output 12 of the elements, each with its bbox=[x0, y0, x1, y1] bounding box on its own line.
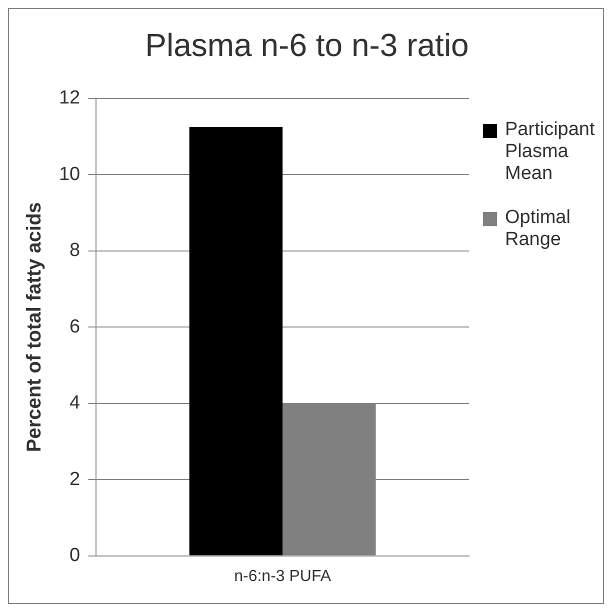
y-tick-label: 4 bbox=[70, 392, 81, 414]
y-tick-label: 0 bbox=[70, 545, 80, 566]
chart-title: Plasma n-6 to n-3 ratio bbox=[144, 27, 470, 64]
y-axis-title: Percent of total fatty acids bbox=[24, 202, 46, 452]
y-tick-label: 8 bbox=[70, 240, 80, 262]
y-tick-label: 2 bbox=[70, 468, 80, 490]
y-tick-label: 12 bbox=[58, 88, 80, 109]
legend-label: Participant Plasma Mean bbox=[505, 119, 596, 185]
legend-label: Optimal Range bbox=[505, 207, 572, 251]
y-tick-label: 10 bbox=[58, 164, 80, 185]
y-tick-label: 6 bbox=[70, 316, 80, 338]
x-tick-label: n-6:n-3 PUFA bbox=[234, 568, 332, 585]
